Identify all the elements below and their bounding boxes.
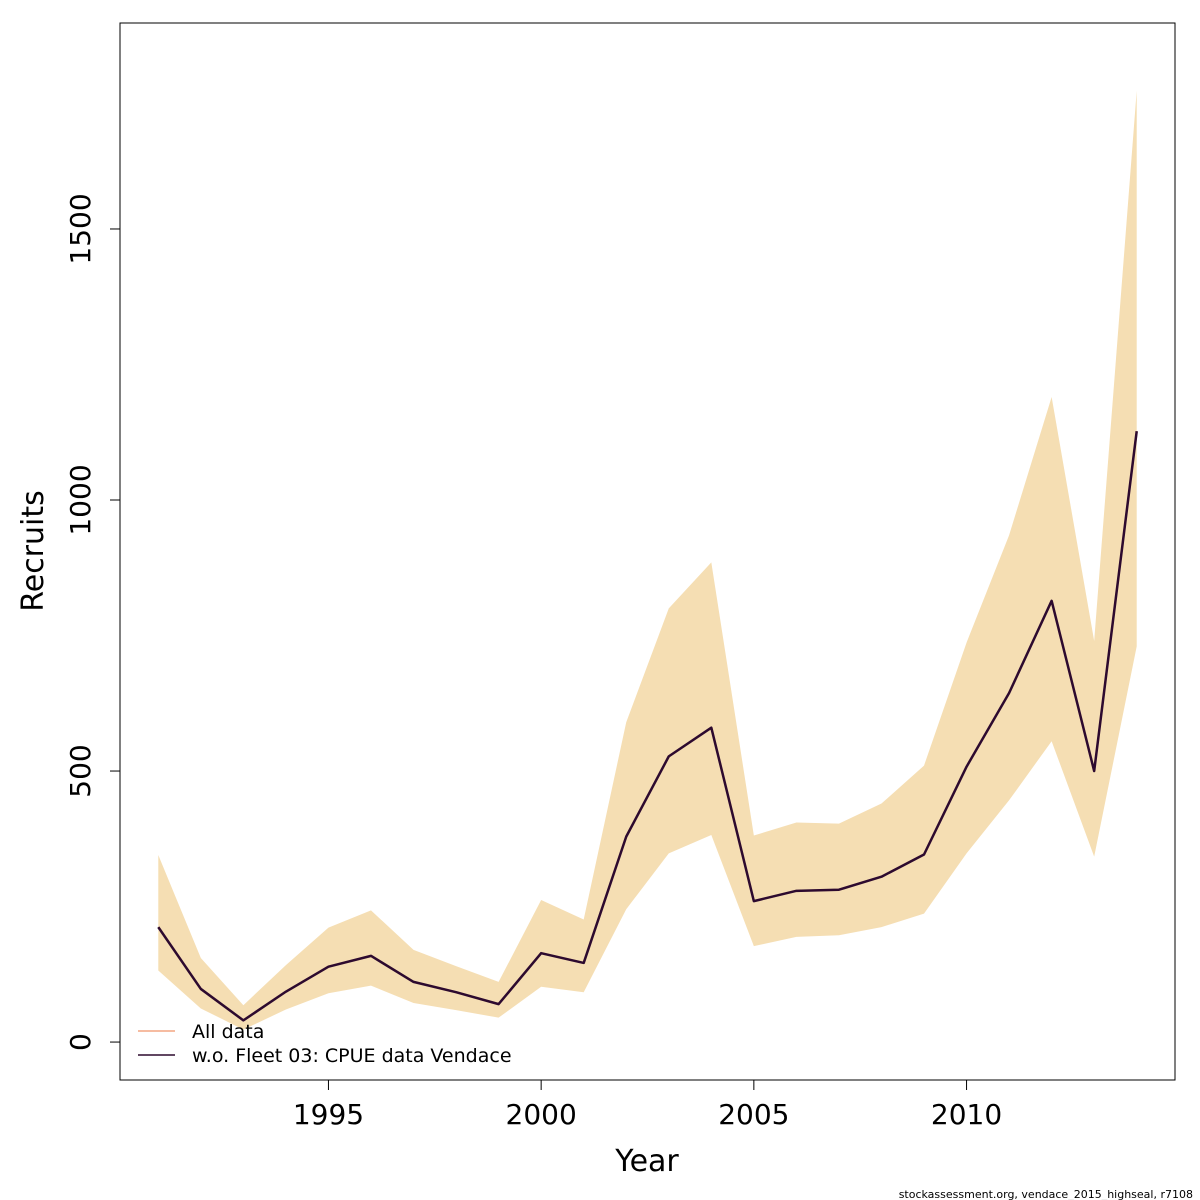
y-tick-label: 1000 (64, 464, 97, 535)
x-tick-label: 2010 (931, 1098, 1002, 1131)
x-tick-label: 1995 (293, 1098, 364, 1131)
confidence-band (158, 90, 1137, 1030)
series-line-2 (157, 431, 1138, 1022)
y-tick-label: 500 (64, 744, 97, 797)
y-tick-label: 0 (64, 1033, 97, 1051)
series-layer (157, 431, 1138, 1022)
x-axis: 1995 2000 2005 2010 (293, 1079, 1002, 1131)
y-axis: 0 500 1000 1500 (64, 193, 121, 1051)
legend-label-2: w.o. Fleet 03: CPUE data Vendace (192, 1045, 512, 1067)
footer-credit: stockassessment.org, vendace_2015_highse… (899, 1188, 1193, 1200)
confidence-band-layer (158, 90, 1137, 1030)
y-axis-title: Recruits (16, 490, 51, 612)
x-tick-label: 2000 (506, 1098, 577, 1131)
y-tick-label: 1500 (64, 193, 97, 264)
x-axis-title: Year (614, 1144, 679, 1179)
legend-label-1: All data (192, 1021, 264, 1043)
x-tick-label: 2005 (718, 1098, 789, 1131)
